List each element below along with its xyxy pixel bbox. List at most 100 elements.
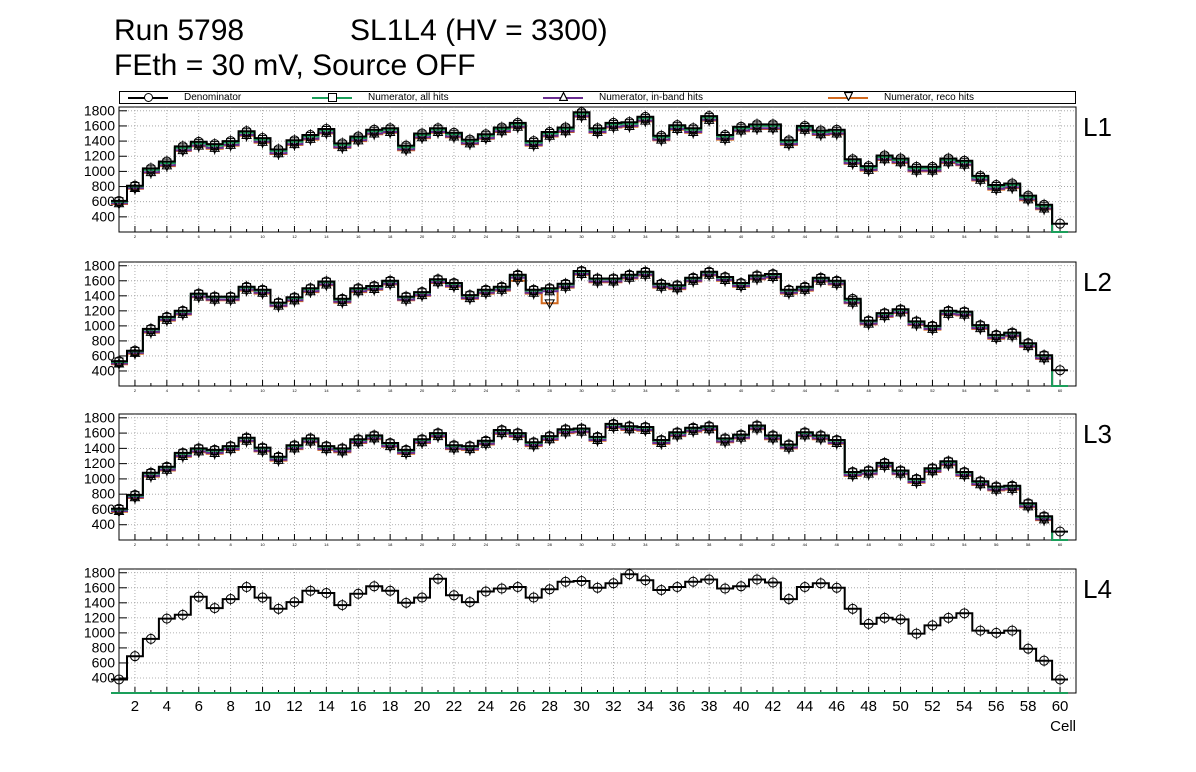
data-point bbox=[145, 633, 156, 644]
x-tick-label: 12 bbox=[292, 234, 297, 239]
data-point bbox=[369, 281, 380, 292]
data-point bbox=[1055, 526, 1066, 537]
y-tick-label: 1400 bbox=[84, 440, 115, 456]
data-point bbox=[720, 130, 731, 141]
data-point bbox=[337, 443, 348, 454]
data-point bbox=[927, 320, 938, 331]
data-point bbox=[321, 276, 332, 287]
data-point bbox=[480, 586, 491, 597]
data-point bbox=[177, 447, 188, 458]
data-point bbox=[512, 582, 523, 593]
x-tick-label: 54 bbox=[962, 542, 967, 547]
data-point bbox=[959, 467, 970, 478]
y-tick-label: 1600 bbox=[84, 579, 115, 595]
x-tick-label: 10 bbox=[254, 698, 271, 715]
data-point bbox=[736, 278, 747, 289]
x-tick-label: 48 bbox=[860, 698, 877, 715]
data-point bbox=[480, 129, 491, 140]
x-tick-label: 26 bbox=[516, 234, 521, 239]
data-point bbox=[799, 427, 810, 438]
data-point bbox=[528, 284, 539, 295]
data-point bbox=[1007, 327, 1018, 338]
x-tick-label: 40 bbox=[739, 388, 744, 393]
x-tick-label: 22 bbox=[446, 698, 463, 715]
data-point bbox=[704, 266, 715, 277]
triangle-down-marker-icon bbox=[844, 92, 853, 101]
x-tick-label: 36 bbox=[675, 388, 680, 393]
x-tick-label: 46 bbox=[828, 698, 845, 715]
data-point bbox=[496, 425, 507, 436]
x-tick-label: 56 bbox=[994, 542, 999, 547]
data-point bbox=[385, 585, 396, 596]
data-point bbox=[720, 583, 731, 594]
data-point bbox=[991, 329, 1002, 340]
x-tick-label: 32 bbox=[611, 388, 616, 393]
data-point bbox=[241, 432, 252, 443]
data-point bbox=[321, 441, 332, 452]
x-tick-label: 50 bbox=[898, 388, 903, 393]
data-point bbox=[863, 618, 874, 629]
data-point bbox=[401, 140, 412, 151]
y-tick-label: 1200 bbox=[84, 302, 115, 318]
data-point bbox=[592, 123, 603, 134]
x-tick-label: 2 bbox=[134, 234, 137, 239]
x-tick-label: 28 bbox=[547, 388, 552, 393]
x-tick-label: 14 bbox=[324, 388, 329, 393]
data-point bbox=[1007, 178, 1018, 189]
y-tick-label: 800 bbox=[92, 332, 116, 348]
data-point bbox=[767, 119, 778, 130]
data-point bbox=[385, 123, 396, 134]
y-tick-label: 1800 bbox=[84, 409, 115, 425]
data-point bbox=[273, 144, 284, 155]
x-tick-label: 38 bbox=[701, 698, 718, 715]
x-tick-label: 4 bbox=[166, 542, 169, 547]
data-point bbox=[752, 574, 762, 585]
x-tick-label: 28 bbox=[547, 234, 552, 239]
y-tick-label: 1800 bbox=[84, 257, 115, 273]
data-point bbox=[624, 421, 635, 432]
data-point bbox=[401, 444, 412, 455]
x-tick-label: 10 bbox=[260, 388, 265, 393]
x-tick-label: 36 bbox=[669, 698, 686, 715]
data-point bbox=[129, 180, 140, 191]
y-tick-label: 600 bbox=[92, 654, 116, 670]
y-tick-label: 1600 bbox=[84, 425, 115, 441]
data-point bbox=[417, 128, 428, 139]
data-point bbox=[592, 273, 603, 284]
data-point bbox=[448, 278, 459, 289]
y-tick-label: 1000 bbox=[84, 624, 115, 640]
x-tick-label: 42 bbox=[765, 698, 782, 715]
data-point bbox=[417, 287, 428, 298]
data-point bbox=[560, 576, 571, 587]
data-point bbox=[1039, 511, 1050, 522]
data-point bbox=[496, 122, 507, 133]
data-point bbox=[544, 299, 556, 309]
x-tick-label: 56 bbox=[994, 234, 999, 239]
x-tick-label: 20 bbox=[414, 698, 431, 715]
x-tick-label: 6 bbox=[195, 698, 203, 715]
x-tick-label: 32 bbox=[611, 234, 616, 239]
y-tick-label: 1600 bbox=[84, 117, 115, 133]
data-point bbox=[799, 582, 810, 593]
data-point bbox=[544, 584, 555, 595]
x-tick-label: 22 bbox=[452, 542, 457, 547]
data-point bbox=[736, 581, 747, 592]
data-point bbox=[608, 418, 619, 429]
data-point bbox=[975, 170, 986, 181]
x-tick-label: 42 bbox=[771, 234, 776, 239]
data-point bbox=[289, 440, 300, 451]
data-point bbox=[624, 569, 635, 580]
data-point bbox=[177, 609, 188, 620]
x-tick-label: 44 bbox=[803, 388, 808, 393]
data-point bbox=[225, 441, 236, 452]
data-point bbox=[464, 441, 475, 452]
data-point bbox=[672, 582, 683, 593]
data-point bbox=[688, 576, 699, 587]
y-tick-label: 600 bbox=[92, 347, 116, 363]
x-tick-label: 34 bbox=[643, 234, 648, 239]
series-line bbox=[111, 573, 1068, 681]
data-point bbox=[783, 135, 794, 146]
data-point bbox=[241, 126, 252, 137]
x-tick-label: 40 bbox=[739, 542, 744, 547]
data-point bbox=[1055, 218, 1066, 229]
